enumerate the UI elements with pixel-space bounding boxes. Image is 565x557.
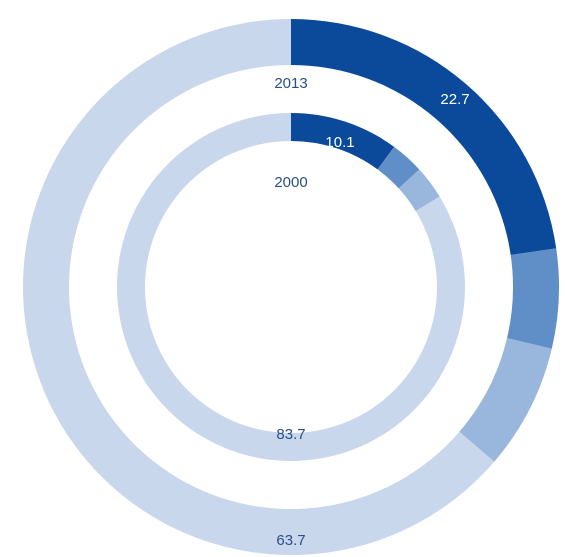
- ring-title: 2013: [274, 75, 307, 92]
- donut-segment: [291, 19, 557, 256]
- value-label: 10.1: [325, 134, 354, 151]
- ring-title: 2000: [274, 174, 307, 191]
- donut-segment: [377, 146, 420, 189]
- donut-segment: [398, 169, 440, 212]
- value-label: 63.7: [276, 532, 305, 549]
- donut-segment: [22, 19, 495, 555]
- value-label: 83.7: [276, 426, 305, 443]
- donut-segment: [507, 248, 559, 349]
- donut-segment: [459, 338, 552, 462]
- donut-segment: [291, 113, 395, 170]
- value-label: 22.7: [440, 91, 469, 108]
